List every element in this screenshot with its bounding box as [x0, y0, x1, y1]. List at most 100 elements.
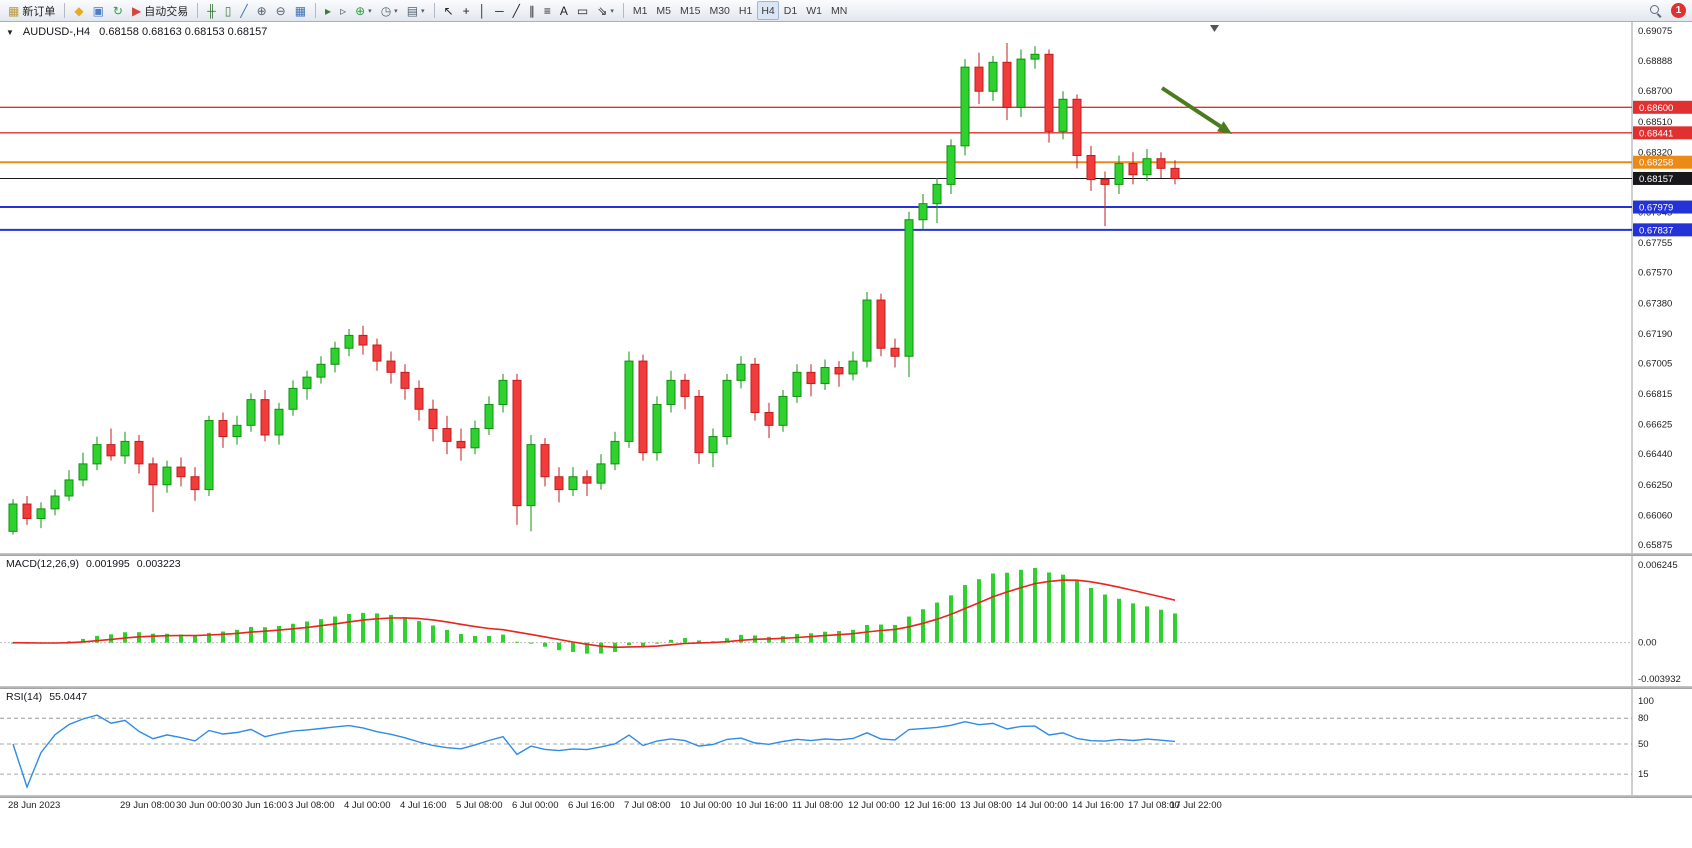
zoom-out-button[interactable]: ⊖	[272, 1, 290, 20]
rsi-chart[interactable]: 100 80 50 15	[0, 689, 1692, 795]
time-axis-label: 6 Jul 00:00	[512, 800, 559, 811]
price-tags: 0.68600 0.68441 0.68258 0.68157 0.67979 0.678…	[1633, 100, 1692, 237]
fibonacci-tool-button[interactable]: ≡	[540, 1, 555, 20]
symbol-period-label: AUDUSD-,H4	[22, 26, 91, 38]
chart-shift-button[interactable]: ▹	[336, 1, 350, 20]
indicators-button[interactable]: ⊕ ▾	[351, 1, 376, 20]
vertical-line-tool-button[interactable]: │	[475, 1, 491, 20]
arrows-tool-button[interactable]: ⇘ ▾	[593, 1, 618, 20]
timeframe-mn-label: MN	[830, 4, 848, 17]
toolbar-separator	[64, 3, 66, 18]
refresh-charts-button[interactable]: ↻	[109, 1, 127, 20]
text-tool-button[interactable]: A	[556, 1, 572, 20]
chart-shift-marker[interactable]	[1210, 25, 1219, 32]
cursor-tool-icon: ↖	[443, 3, 454, 18]
line-chart-mode-button[interactable]: ╱	[236, 1, 251, 20]
toolbar-separator	[197, 3, 199, 18]
auto-scroll-button[interactable]: ▸	[321, 1, 335, 20]
timeframe-m1-button[interactable]: M1	[629, 1, 652, 20]
autotrading-button[interactable]: ▶ 自动交易	[128, 1, 192, 20]
depth-of-market-button[interactable]: ▣	[89, 1, 108, 20]
timeframe-m5-button[interactable]: M5	[652, 1, 675, 20]
horizontal-line-tool-button[interactable]: ─	[491, 1, 508, 20]
svg-text:0.67005: 0.67005	[1638, 358, 1672, 369]
macd-panel[interactable]: MACD(12,26,9) 0.001995 0.003223 0.006245…	[0, 556, 1692, 686]
metaquotes-community-button[interactable]: ◆	[70, 1, 87, 20]
time-axis-label: 30 Jun 16:00	[232, 800, 287, 811]
search-icon[interactable]	[1649, 4, 1662, 17]
svg-text:0.67380: 0.67380	[1638, 298, 1672, 309]
time-axis[interactable]: 28 Jun 2023 29 Jun 08:00 30 Jun 00:00 30 Ju…	[0, 798, 1692, 815]
time-axis-label: 10 Jul 16:00	[736, 800, 788, 811]
candlestick-chart[interactable]: 0.69075 0.68888 0.68700 0.68510 0.68320 0.679…	[0, 22, 1692, 553]
notification-badge[interactable]: 1	[1671, 3, 1686, 18]
timeframe-m30-button[interactable]: M30	[705, 1, 733, 20]
chart-ohlc-header: ▼ AUDUSD-,H4 0.68158 0.68163 0.68153 0.6…	[6, 26, 267, 38]
timeframe-h4-button[interactable]: H4	[757, 1, 779, 20]
bar-chart-mode-button[interactable]: ╫	[203, 1, 220, 20]
svg-text:0.68258: 0.68258	[1639, 158, 1673, 169]
svg-text:0.69075: 0.69075	[1638, 26, 1672, 37]
timeframe-m15-button[interactable]: M15	[676, 1, 704, 20]
svg-text:100: 100	[1638, 696, 1654, 707]
timeframe-w1-button[interactable]: W1	[802, 1, 826, 20]
horizontal-line-tool-icon: ─	[495, 3, 504, 18]
svg-text:0.66440: 0.66440	[1638, 449, 1672, 460]
fibonacci-tool-icon: ≡	[543, 3, 551, 18]
panel-splitter[interactable]	[0, 553, 1692, 556]
toolbar-separator	[622, 3, 624, 18]
channel-tool-button[interactable]: ∥	[525, 1, 539, 20]
rsi-panel[interactable]: RSI(14) 55.0447 100 80 50 15	[0, 689, 1692, 795]
timeframe-m30-label: M30	[709, 4, 730, 17]
trend-arrow-annotation[interactable]	[1160, 86, 1232, 134]
candlestick-mode-button[interactable]: ▯	[221, 1, 236, 20]
zoom-in-button[interactable]: ⊕	[253, 1, 271, 20]
panel-splitter[interactable]	[0, 686, 1692, 689]
tile-windows-icon: ▦	[294, 3, 307, 18]
cursor-tool-button[interactable]: ↖	[440, 1, 458, 20]
svg-text:0.00: 0.00	[1638, 638, 1657, 649]
macd-chart[interactable]: 0.006245 0.00 -0.003932	[0, 556, 1692, 686]
chevron-down-icon: ▾	[610, 7, 614, 15]
timeframe-h1-button[interactable]: H1	[735, 1, 756, 20]
panel-splitter[interactable]	[0, 795, 1692, 798]
crosshair-tool-button[interactable]: +	[459, 1, 474, 20]
svg-text:-0.003932: -0.003932	[1638, 674, 1681, 685]
timeframe-m5-label: M5	[656, 4, 672, 17]
depth-of-market-icon: ▣	[92, 3, 104, 18]
templates-button[interactable]: ▤ ▾	[403, 1, 429, 20]
tile-windows-button[interactable]: ▦	[291, 1, 310, 20]
time-axis-label: 14 Jul 16:00	[1072, 800, 1124, 811]
price-axis[interactable]: 0.69075 0.68888 0.68700 0.68510 0.68320 0.679…	[1638, 26, 1672, 551]
svg-text:50: 50	[1638, 739, 1649, 750]
macd-signal-line	[12, 579, 1176, 649]
new-order-button[interactable]: ▦ 新订单	[4, 1, 59, 20]
label-tool-button[interactable]: ▭	[573, 1, 592, 20]
periods-button[interactable]: ◷ ▾	[377, 1, 402, 20]
crosshair-tool-icon: +	[462, 3, 470, 18]
timeframe-h1-label: H1	[738, 4, 753, 17]
metaquotes-community-icon: ◆	[74, 3, 84, 18]
timeframe-d1-button[interactable]: D1	[780, 1, 801, 20]
svg-text:0.68320: 0.68320	[1638, 147, 1672, 158]
price-chart-panel[interactable]: ▼ AUDUSD-,H4 0.68158 0.68163 0.68153 0.6…	[0, 22, 1692, 553]
line-chart-mode-icon: ╱	[240, 3, 248, 18]
macd-header: MACD(12,26,9) 0.001995 0.003223	[6, 558, 181, 570]
time-axis-label: 13 Jul 08:00	[960, 800, 1012, 811]
svg-text:15: 15	[1638, 769, 1649, 780]
bar-chart-mode-icon: ╫	[207, 3, 216, 18]
trendline-tool-button[interactable]: ╱	[509, 1, 524, 20]
refresh-charts-icon: ↻	[112, 3, 123, 18]
chart-menu-icon[interactable]: ▼	[6, 27, 14, 37]
time-axis-label: 30 Jun 00:00	[176, 800, 231, 811]
chevron-down-icon: ▾	[421, 7, 425, 15]
price-level-lines[interactable]	[0, 106, 1632, 231]
vertical-line-tool-icon: │	[478, 3, 487, 18]
time-axis-label: 5 Jul 08:00	[456, 800, 503, 811]
svg-text:0.66250: 0.66250	[1638, 480, 1672, 491]
chevron-down-icon: ▾	[394, 7, 398, 15]
timeframe-mn-button[interactable]: MN	[827, 1, 851, 20]
svg-text:0.68157: 0.68157	[1639, 174, 1673, 185]
time-axis-label: 28 Jun 2023	[8, 800, 61, 811]
svg-text:0.65875: 0.65875	[1638, 540, 1672, 551]
